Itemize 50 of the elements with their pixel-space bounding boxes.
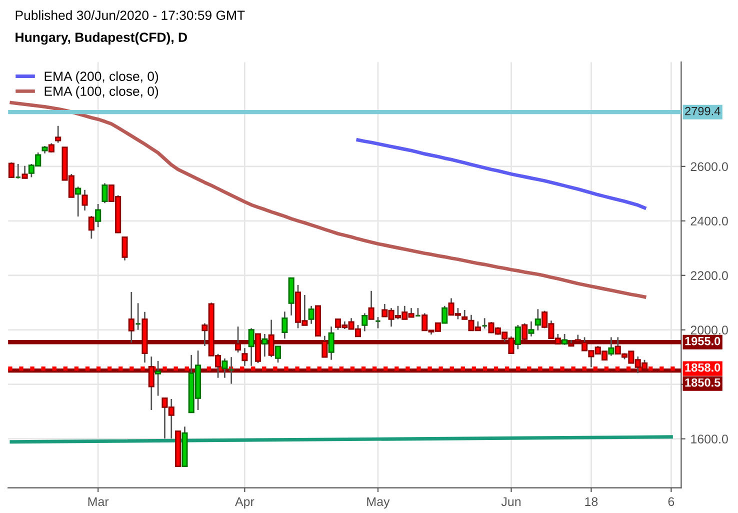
candlestick: [514, 324, 521, 350]
candlestick: [122, 236, 128, 262]
legend-label: EMA (200, close, 0): [44, 71, 158, 84]
candlestick: [274, 345, 282, 364]
candlestick: [102, 182, 108, 204]
candlestick: [155, 360, 162, 396]
candlestick: [55, 125, 62, 144]
line-series: [10, 100, 646, 299]
candlestick: [8, 162, 14, 179]
candlestick: [534, 308, 541, 332]
text: Published 30/Jun/2020 - 17:30:59 GMT: [16, 10, 245, 20]
candlestick: [262, 333, 268, 358]
candlestick: [608, 336, 614, 356]
candlestick: [362, 312, 368, 332]
candlestick: [88, 215, 94, 240]
y-tick-label: 1600.0: [691, 434, 728, 444]
legend-label: EMA (100, close, 0): [44, 86, 158, 99]
candlestick: [528, 320, 534, 338]
ref-line-label: 1850.5: [685, 378, 720, 387]
candlestick: [22, 165, 28, 180]
ref-line-label: 2799.4: [685, 106, 720, 116]
x-tick-label: May: [367, 497, 390, 509]
y-tick-label: 2400.0: [690, 216, 728, 226]
candlestick: [328, 326, 334, 361]
ref-line-label: 1858.0: [685, 363, 720, 372]
y-tick-label: 2600.0: [690, 162, 728, 172]
candlestick: [75, 186, 82, 218]
x-tick-label: Apr: [234, 497, 254, 509]
candlestick: [368, 290, 374, 320]
candlestick: [442, 305, 448, 324]
candlestick: [562, 333, 568, 346]
candlestick: [82, 189, 88, 212]
y-tick-label: 2000.0: [690, 326, 728, 335]
candlestick: [282, 310, 288, 340]
candlestick: [242, 347, 248, 367]
x-tick-label: Jun: [501, 497, 521, 506]
ref-line-label: 1955.0: [685, 336, 720, 346]
candlestick: [134, 302, 142, 331]
x-tick-label: 6: [668, 497, 674, 506]
candlestick: [374, 316, 382, 329]
candlestick: [95, 203, 102, 228]
candlestick: [248, 328, 254, 367]
x-tick-label: Mar: [88, 497, 109, 506]
candlestick: [222, 358, 228, 378]
candlestick: [462, 309, 468, 320]
x-tick-label: 18: [585, 497, 598, 506]
candlestick: [308, 305, 314, 325]
y-tick-label: 2200.0: [690, 271, 728, 280]
chart-title: Hungary, Budapest(CFD), D: [16, 32, 187, 45]
line-series: [356, 138, 646, 210]
